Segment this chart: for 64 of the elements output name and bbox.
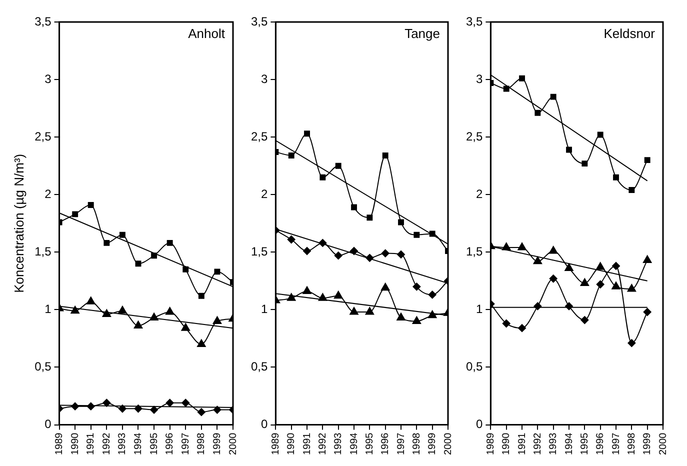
chart-title: Keldsnor bbox=[604, 26, 656, 42]
x-tick-label: 1997 bbox=[396, 432, 407, 456]
x-tick-label: 2000 bbox=[658, 432, 669, 456]
y-tick-label: 0 bbox=[476, 417, 483, 432]
y-tick-label: 1,5 bbox=[34, 244, 52, 258]
x-tick-label: 1996 bbox=[380, 432, 392, 456]
x-tick-label: 1999 bbox=[212, 432, 223, 456]
x-tick-label: 1991 bbox=[302, 432, 313, 456]
y-tick-label: 2 bbox=[44, 186, 52, 201]
y-tick-label: 0,5 bbox=[466, 360, 483, 374]
y-tick-label: 1 bbox=[260, 302, 268, 316]
y-tick-label: 1 bbox=[44, 302, 52, 316]
x-tick-label: 2000 bbox=[228, 432, 239, 456]
chart-title: Anholt bbox=[188, 26, 226, 42]
x-tick-label: 1992 bbox=[532, 432, 544, 456]
x-tick-label: 1994 bbox=[132, 432, 144, 456]
x-tick-label: 1999 bbox=[427, 432, 438, 456]
x-tick-label: 1997 bbox=[180, 432, 192, 456]
x-tick-label: 2000 bbox=[442, 432, 454, 456]
x-tick-label: 1989 bbox=[54, 432, 66, 456]
x-tick-label: 1993 bbox=[333, 432, 344, 456]
x-tick-label: 1995 bbox=[579, 432, 590, 456]
y-tick-label: 0 bbox=[260, 417, 268, 432]
y-tick-label: 1 bbox=[476, 302, 483, 316]
x-tick-label: 1996 bbox=[164, 432, 176, 456]
y-tick-label: 2,5 bbox=[250, 129, 268, 144]
y-tick-label: 3 bbox=[44, 72, 52, 86]
x-tick-label: 1992 bbox=[101, 432, 112, 456]
y-tick-label: 2,5 bbox=[34, 129, 52, 144]
x-tick-label: 1993 bbox=[548, 432, 560, 456]
x-tick-label: 1990 bbox=[286, 432, 298, 456]
x-tick-label: 1990 bbox=[501, 432, 512, 456]
y-tick-label: 3,5 bbox=[250, 14, 268, 28]
x-tick-label: 1996 bbox=[595, 432, 606, 456]
x-tick-label: 1989 bbox=[270, 432, 282, 456]
y-tick-label: 0,5 bbox=[250, 360, 268, 374]
x-tick-label: 1999 bbox=[642, 432, 654, 456]
y-tick-label: 0 bbox=[44, 417, 52, 432]
y-tick-label: 3 bbox=[476, 72, 483, 86]
y-tick-label: 3,5 bbox=[466, 14, 483, 28]
y-axis-title: Koncentration (µg N/m³) bbox=[11, 154, 26, 293]
y-tick-label: 2 bbox=[260, 186, 268, 201]
y-tick-label: 1,5 bbox=[250, 244, 268, 258]
y-tick-label: 1,5 bbox=[466, 244, 483, 258]
chart-title: Tange bbox=[404, 26, 440, 42]
x-tick-label: 1998 bbox=[196, 432, 208, 456]
x-tick-label: 1992 bbox=[317, 432, 328, 456]
x-tick-label: 1991 bbox=[516, 432, 528, 456]
y-tick-label: 0,5 bbox=[34, 360, 52, 374]
y-tick-label: 2,5 bbox=[466, 129, 483, 144]
y-tick-label: 2 bbox=[476, 186, 483, 201]
x-tick-label: 1990 bbox=[70, 432, 81, 456]
x-tick-label: 1989 bbox=[485, 432, 496, 456]
x-tick-label: 1993 bbox=[117, 432, 128, 456]
x-tick-label: 1995 bbox=[148, 432, 160, 456]
x-tick-label: 1997 bbox=[610, 432, 622, 456]
y-tick-label: 3,5 bbox=[34, 14, 52, 28]
x-tick-label: 1998 bbox=[626, 432, 638, 456]
x-tick-label: 1998 bbox=[411, 432, 422, 456]
x-tick-label: 1994 bbox=[348, 432, 360, 456]
x-tick-label: 1995 bbox=[364, 432, 376, 456]
y-tick-label: 3 bbox=[260, 72, 268, 86]
x-tick-label: 1991 bbox=[86, 432, 97, 456]
x-tick-label: 1994 bbox=[564, 432, 575, 456]
